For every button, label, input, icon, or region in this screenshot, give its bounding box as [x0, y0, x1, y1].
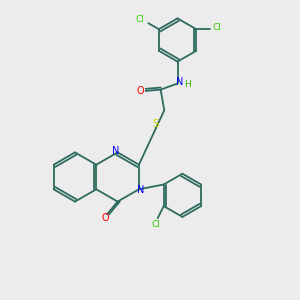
Text: N: N — [112, 146, 120, 156]
Text: Cl: Cl — [136, 15, 145, 24]
Text: O: O — [136, 86, 144, 96]
Text: O: O — [102, 213, 110, 224]
Text: N: N — [176, 77, 183, 87]
Text: Cl: Cl — [152, 220, 161, 229]
Text: S: S — [153, 119, 159, 129]
Text: H: H — [184, 80, 190, 89]
Text: N: N — [137, 185, 144, 195]
Text: Cl: Cl — [213, 23, 222, 32]
